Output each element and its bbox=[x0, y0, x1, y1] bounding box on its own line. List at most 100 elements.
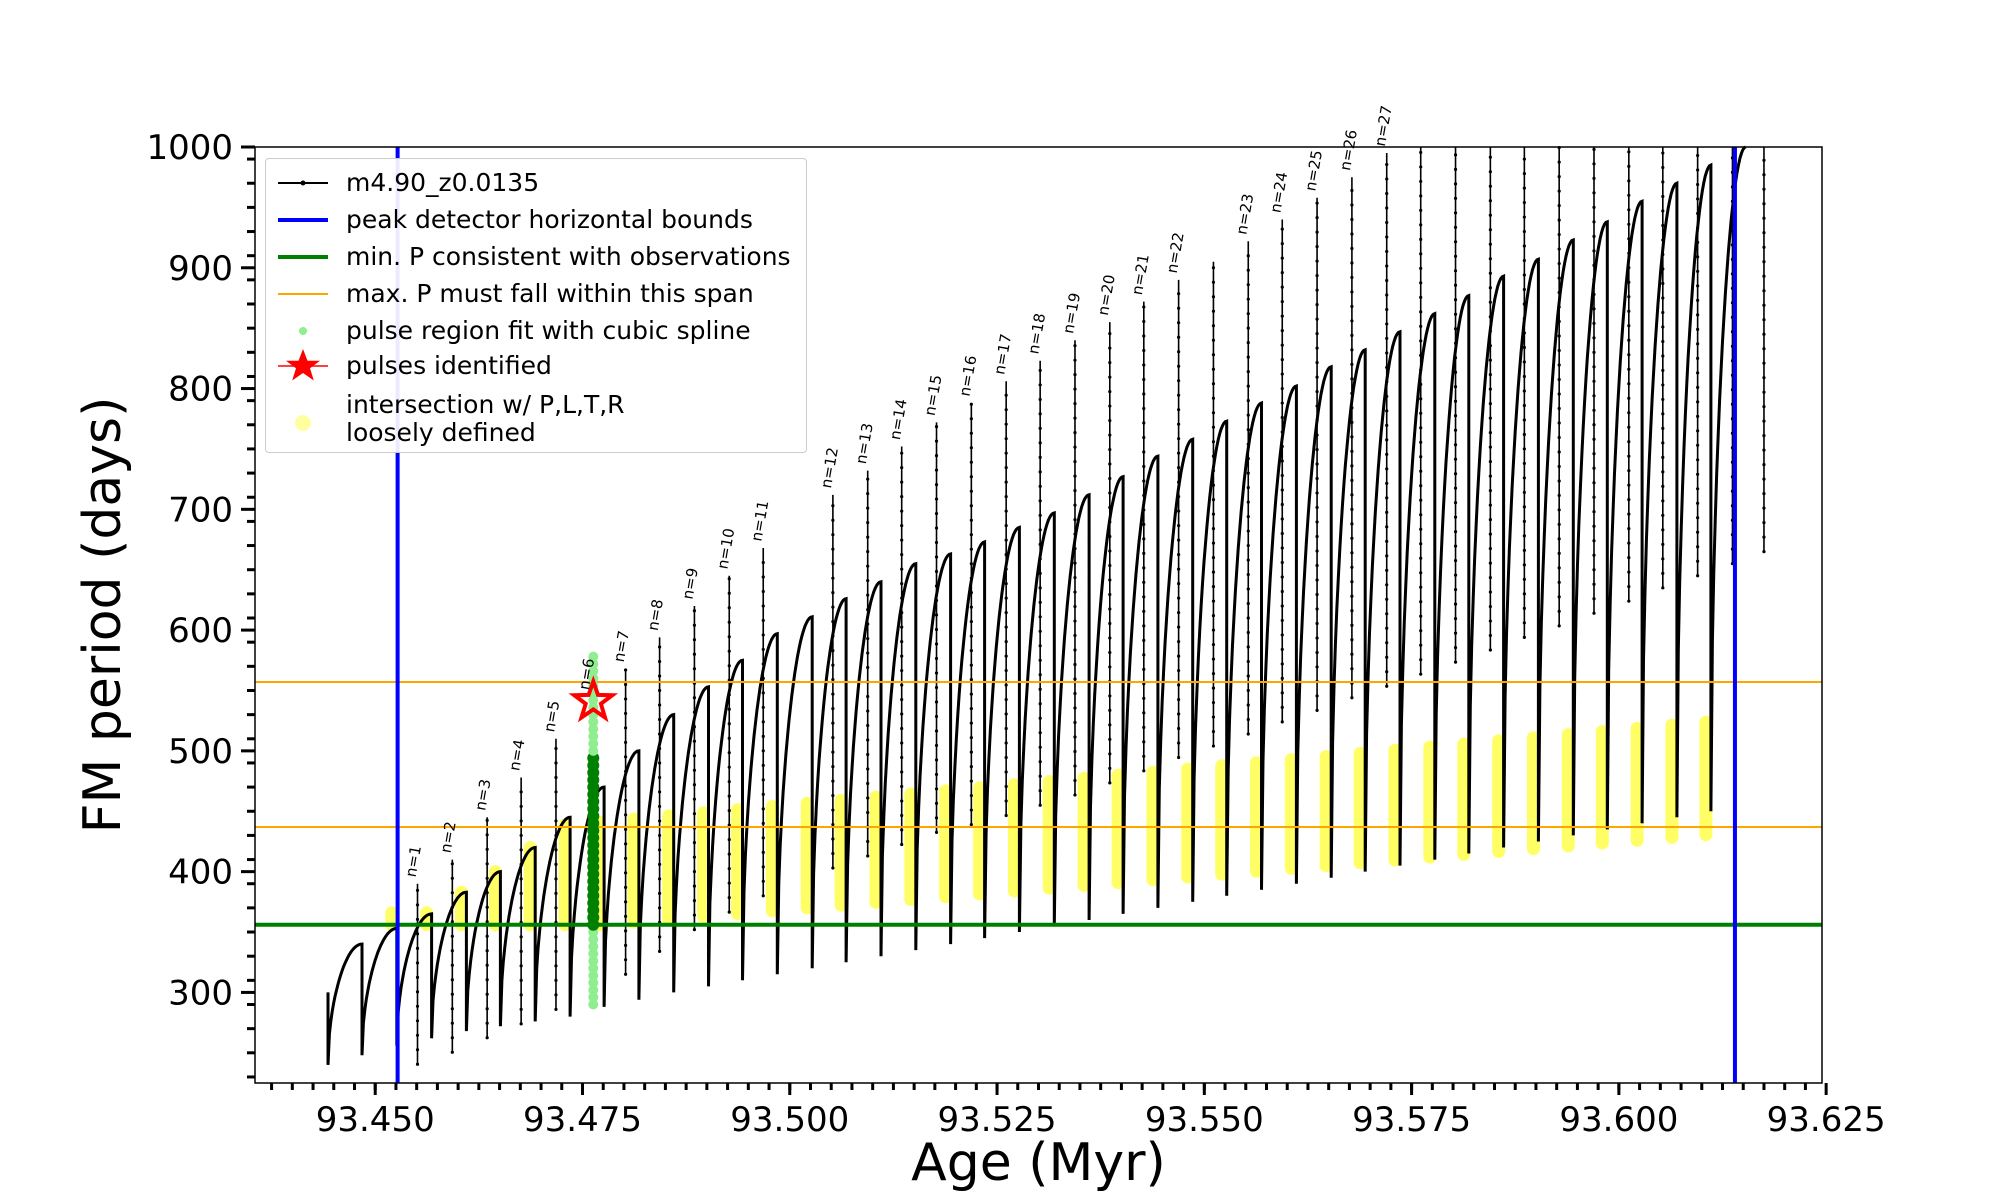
pulse-spike-point bbox=[1211, 353, 1216, 357]
pulse-spike-point bbox=[1004, 712, 1008, 716]
pulse-spike-point bbox=[485, 876, 489, 880]
pulse-spike-point bbox=[1108, 549, 1112, 553]
pulse-spike-point bbox=[1211, 425, 1216, 429]
pulse-spike-point bbox=[1627, 585, 1631, 589]
pulse-spike-point bbox=[969, 764, 973, 769]
pulse-spike-point bbox=[1488, 358, 1492, 362]
x-tick-label: 93.525 bbox=[938, 1100, 1057, 1140]
pulse-spike-point bbox=[624, 914, 628, 918]
pulse-spike-point bbox=[1211, 599, 1216, 603]
pulse-spike-point bbox=[1557, 464, 1561, 469]
pulse-spike-point bbox=[1762, 361, 1766, 365]
pulse-spike-point bbox=[624, 929, 628, 933]
pulse-spike-point bbox=[1108, 331, 1112, 336]
pulse-spike-point bbox=[1315, 636, 1319, 640]
pulse-spike-point bbox=[1038, 383, 1042, 387]
pulse-spike-point bbox=[1385, 583, 1389, 587]
pulse-spike-point bbox=[761, 720, 765, 724]
pulse-spike-point bbox=[934, 772, 939, 777]
spline-point bbox=[588, 745, 599, 756]
pulse-spike-point bbox=[1246, 312, 1250, 316]
pulse-spike-point bbox=[1038, 455, 1042, 459]
pulse-spike-point bbox=[658, 746, 662, 751]
pulse-spike-point bbox=[1661, 557, 1665, 561]
pulse-spike-point bbox=[1073, 590, 1077, 594]
pulse-spike-point bbox=[1762, 318, 1766, 322]
pulse-spike-point bbox=[1419, 527, 1423, 531]
pulse-spike-point bbox=[727, 664, 731, 668]
pulse-spike-point bbox=[727, 736, 731, 740]
pulse-spike-point bbox=[519, 964, 523, 968]
pulse-spike-point bbox=[1385, 394, 1389, 398]
pulse-spike-point bbox=[1385, 438, 1389, 442]
pulse-spike-point bbox=[1315, 505, 1319, 510]
pulse-spike-point bbox=[1419, 194, 1423, 198]
pulse-spike-point bbox=[1419, 571, 1423, 575]
pulse-spike-point bbox=[1696, 168, 1700, 172]
pulse-spike-point bbox=[1211, 411, 1216, 415]
pulse-spike-point bbox=[1073, 720, 1077, 725]
pulse-spike-point bbox=[1073, 460, 1077, 464]
pulse-spike-point bbox=[1350, 478, 1354, 482]
pulse-spike-point bbox=[1385, 510, 1389, 514]
pulse-spike-point bbox=[1108, 578, 1112, 582]
pulse-spike-point bbox=[1004, 509, 1008, 513]
pulse-spike-point bbox=[1557, 392, 1561, 396]
pulse-spike-point bbox=[1073, 344, 1077, 348]
pulse-spike-point bbox=[1211, 266, 1216, 270]
pulse-spike-point bbox=[1073, 764, 1077, 768]
pulse-spike-point bbox=[1315, 274, 1319, 278]
pulse-spike-point bbox=[1038, 557, 1042, 561]
pulse-spike-point bbox=[1557, 551, 1561, 556]
pulse-spike-point bbox=[900, 538, 904, 542]
pulse-spike-point bbox=[1246, 645, 1250, 649]
pulse-spike-point bbox=[554, 949, 558, 953]
pulse-spike-point bbox=[1315, 404, 1319, 408]
pulse-spike-point bbox=[1385, 525, 1389, 529]
pulse-spike-point bbox=[1004, 451, 1008, 455]
pulse-spike-point bbox=[624, 943, 628, 947]
pulse-spike-point bbox=[1177, 625, 1181, 629]
pulse-spike-point bbox=[1004, 393, 1008, 397]
pulse-spike-point bbox=[934, 584, 939, 588]
spline-point bbox=[588, 948, 599, 959]
pulse-spike-point bbox=[1350, 551, 1354, 555]
pulse-spike-point bbox=[658, 761, 662, 765]
pulse-spike-point bbox=[1453, 370, 1458, 374]
pulse-spike-point bbox=[1762, 231, 1766, 235]
pulse-spike-point bbox=[1177, 379, 1181, 383]
pulse-spike-point bbox=[519, 819, 523, 823]
pulse-spike-point bbox=[1488, 431, 1492, 435]
pulse-spike-point bbox=[624, 755, 628, 759]
pulse-spike-point bbox=[1557, 203, 1561, 208]
pulse-spike-point bbox=[934, 787, 939, 791]
pulse-spike-point bbox=[1350, 449, 1354, 453]
pulse-spike-point bbox=[485, 934, 489, 938]
pulse-spike-point bbox=[1488, 387, 1492, 391]
pulse-spike-point bbox=[1488, 416, 1492, 420]
pulse-spike-point bbox=[1350, 406, 1354, 410]
pulse-spike-point bbox=[866, 506, 870, 510]
pulse-spike-point bbox=[1661, 571, 1665, 575]
pulse-label: n=24 bbox=[1266, 170, 1291, 214]
pulse-spike-point bbox=[1488, 503, 1492, 507]
spline-point bbox=[588, 941, 599, 952]
y-tick-label: 400 bbox=[168, 853, 233, 893]
pulse-spike-point bbox=[1004, 567, 1008, 571]
y-axis-label: FM period (days) bbox=[73, 397, 133, 834]
pulse-spike-point bbox=[1280, 502, 1284, 507]
pulse-spike-point bbox=[1762, 506, 1766, 510]
pulse-spike-point bbox=[1696, 472, 1700, 476]
pulse-spike-point bbox=[519, 804, 523, 809]
pulse-spike-point bbox=[761, 618, 765, 623]
pulse-spike-point bbox=[761, 589, 765, 594]
pulse-spike-point bbox=[1557, 160, 1561, 164]
legend-item-track: m4.90_z0.0135 bbox=[266, 169, 806, 199]
pulse-spike-point bbox=[900, 610, 904, 615]
pulse-spike-point bbox=[1350, 203, 1354, 207]
pulse-spike-point bbox=[1661, 542, 1665, 546]
pulse-spike-point bbox=[1280, 328, 1284, 333]
pulse-spike-point bbox=[1453, 660, 1458, 664]
pulse-spike-point bbox=[900, 799, 904, 803]
pulse-spike-point bbox=[1142, 421, 1146, 425]
